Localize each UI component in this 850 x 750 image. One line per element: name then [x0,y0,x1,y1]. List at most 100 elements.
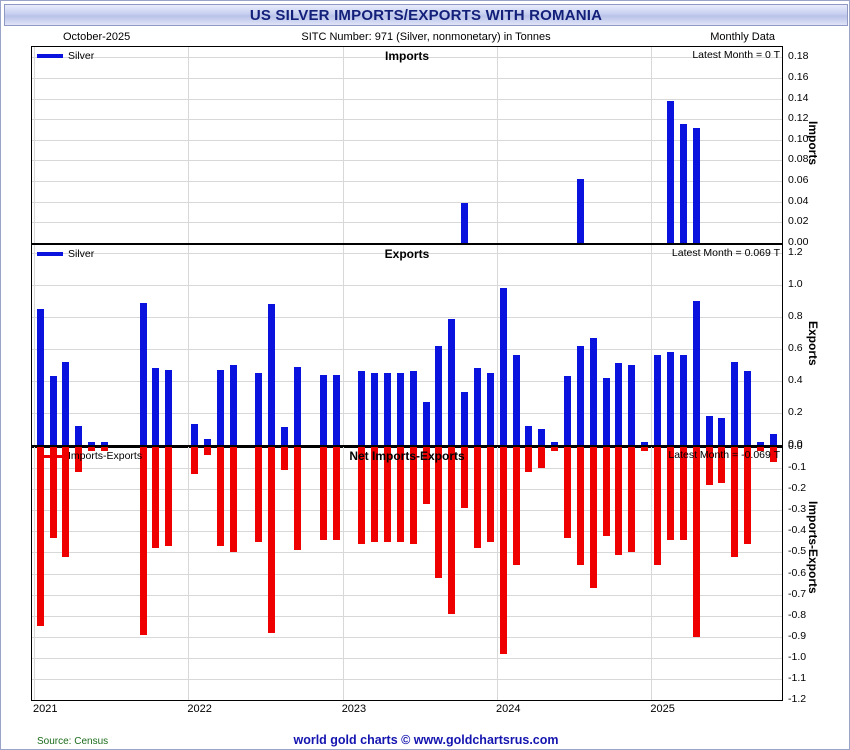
chart-bar [230,365,237,445]
chart-bar [165,370,172,445]
gridline [32,552,782,553]
y-tick-label: 0.18 [788,50,809,63]
gridline [32,202,782,203]
footer-credit: world gold charts © www.goldchartsrus.co… [293,733,559,747]
gridline [32,637,782,638]
chart-bar [693,447,700,637]
chart-bar [333,375,340,445]
chart-bar [294,447,301,550]
chart-bar [718,418,725,445]
gridline [32,99,782,100]
year-gridline [188,447,189,700]
y-tick-label: 0.0 [788,438,803,450]
chart-bar [628,365,635,445]
chart-bar [680,447,687,540]
chart-bar [564,376,571,445]
chart-bar [718,447,725,483]
y-tick-label: -0.1 [788,461,807,474]
chart-bar [50,376,57,445]
chart-bar [384,373,391,445]
window-title-bar: US SILVER IMPORTS/EXPORTS WITH ROMANIA [4,4,848,26]
y-tick-label: -0.5 [788,545,807,558]
chart-bar [693,128,700,243]
chart-bar [230,447,237,552]
chart-bar [693,301,700,445]
x-tick-label: 2022 [187,703,212,715]
chart-bar [551,447,558,451]
chart-bar [538,429,545,445]
chart-bar [75,447,82,472]
chart-bar [152,447,159,548]
imports-chart-panel [31,46,783,244]
chart-bar [667,447,674,540]
year-gridline [497,245,498,445]
chart-bar [397,373,404,445]
gridline [32,510,782,511]
gridline [32,658,782,659]
imports-y-axis-title: Imports [806,121,820,166]
y-tick-label: -0.9 [788,629,807,642]
chart-bar [513,355,520,445]
chart-bar [590,447,597,588]
y-tick-label: 0.10 [788,132,809,145]
x-tick-label: 2023 [341,703,367,715]
page-title: US SILVER IMPORTS/EXPORTS WITH ROMANIA [249,7,603,24]
chart-bar [423,447,430,504]
chart-bar [423,402,430,445]
chart-bar [371,373,378,445]
gridline [32,413,782,414]
chart-bar [448,319,455,445]
gridline [32,317,782,318]
exports-chart-panel [31,244,783,446]
subheader-date: October-2025 [63,31,131,43]
y-tick-label: 0.16 [788,70,809,83]
chart-bar [62,362,69,445]
chart-bar [37,309,44,445]
y-tick-label: -1.1 [788,671,807,684]
chart-bar [358,371,365,445]
chart-bar [667,101,674,243]
chart-subheader: October-2025 SITC Number: 971 (Silver, n… [1,31,850,45]
chart-bar [217,370,224,445]
gridline [32,78,782,79]
year-gridline [188,47,189,243]
chart-bar [603,378,610,445]
chart-bar [217,447,224,546]
y-tick-label: -0.8 [788,608,807,621]
source-label: Source: Census [37,736,109,747]
chart-bar [255,373,262,445]
chart-bar [204,447,211,455]
chart-bar [191,424,198,445]
chart-bar [88,442,95,445]
chart-bar [680,355,687,445]
y-tick-label: 0.02 [788,215,809,228]
y-tick-label: 0.14 [788,91,809,104]
year-gridline [34,47,35,243]
chart-bar [731,362,738,445]
year-gridline [343,447,344,700]
y-tick-label: 0.8 [788,310,803,322]
chart-bar [320,375,327,445]
y-tick-label: 0.4 [788,374,803,386]
chart-bar [474,368,481,445]
chart-bar [281,447,288,470]
y-tick-label: -0.7 [788,587,807,600]
chart-bar [770,434,777,445]
chart-bar [165,447,172,546]
chart-bar [191,447,198,474]
chart-bar [731,447,738,557]
y-tick-label: 1.2 [788,246,803,258]
year-gridline [651,47,652,243]
chart-bar [615,447,622,555]
y-tick-label: -0.3 [788,503,807,516]
chart-bar [461,203,468,243]
exports-y-axis-title: Exports [806,321,820,366]
net-y-axis-title: Imports-Exports [806,501,820,594]
chart-bar [551,442,558,445]
chart-bar [333,447,340,540]
y-tick-label: 0.2 [788,406,803,418]
chart-bar [667,352,674,445]
y-tick-label: -0.2 [788,482,807,495]
chart-bar [281,427,288,445]
